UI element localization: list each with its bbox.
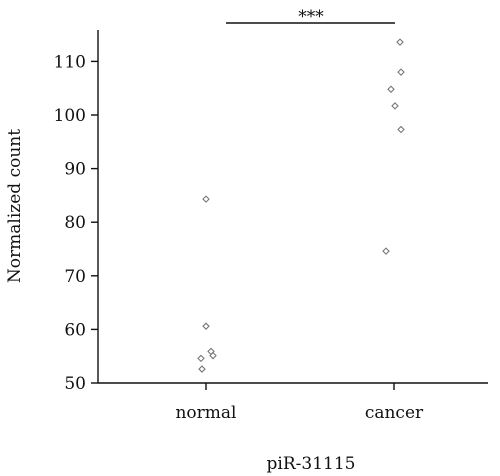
data-point-cancer xyxy=(391,102,399,110)
significance-annotation: *** xyxy=(226,7,395,27)
data-point-normal xyxy=(197,354,205,363)
y-axis-title: Normalized count xyxy=(5,129,25,283)
x-category-label: normal xyxy=(175,403,236,423)
x-axis-title: piR-31115 xyxy=(267,454,356,474)
data-point-cancer xyxy=(387,85,395,94)
y-tick-label: 100 xyxy=(54,106,86,126)
data-point-cancer xyxy=(382,247,390,255)
y-axis: 50 60 70 80 90 100 110 xyxy=(54,30,99,394)
y-tick-label: 80 xyxy=(64,213,86,233)
data-point-normal xyxy=(202,322,210,330)
y-tick-label: 70 xyxy=(64,267,86,287)
data-point-normal xyxy=(209,351,217,360)
x-category-label: cancer xyxy=(365,403,424,423)
data-point-normal xyxy=(198,365,206,373)
data-points xyxy=(197,38,405,373)
data-point-cancer xyxy=(396,38,404,46)
y-tick-label: 60 xyxy=(64,320,86,340)
data-point-cancer xyxy=(397,68,405,76)
data-point-cancer xyxy=(397,125,405,134)
y-tick-label: 90 xyxy=(64,160,86,180)
y-tick-label: 50 xyxy=(64,374,86,394)
y-tick-label: 110 xyxy=(54,52,86,72)
data-point-normal xyxy=(202,195,210,203)
significance-label: *** xyxy=(298,7,324,27)
x-axis: normal cancer xyxy=(98,382,488,423)
